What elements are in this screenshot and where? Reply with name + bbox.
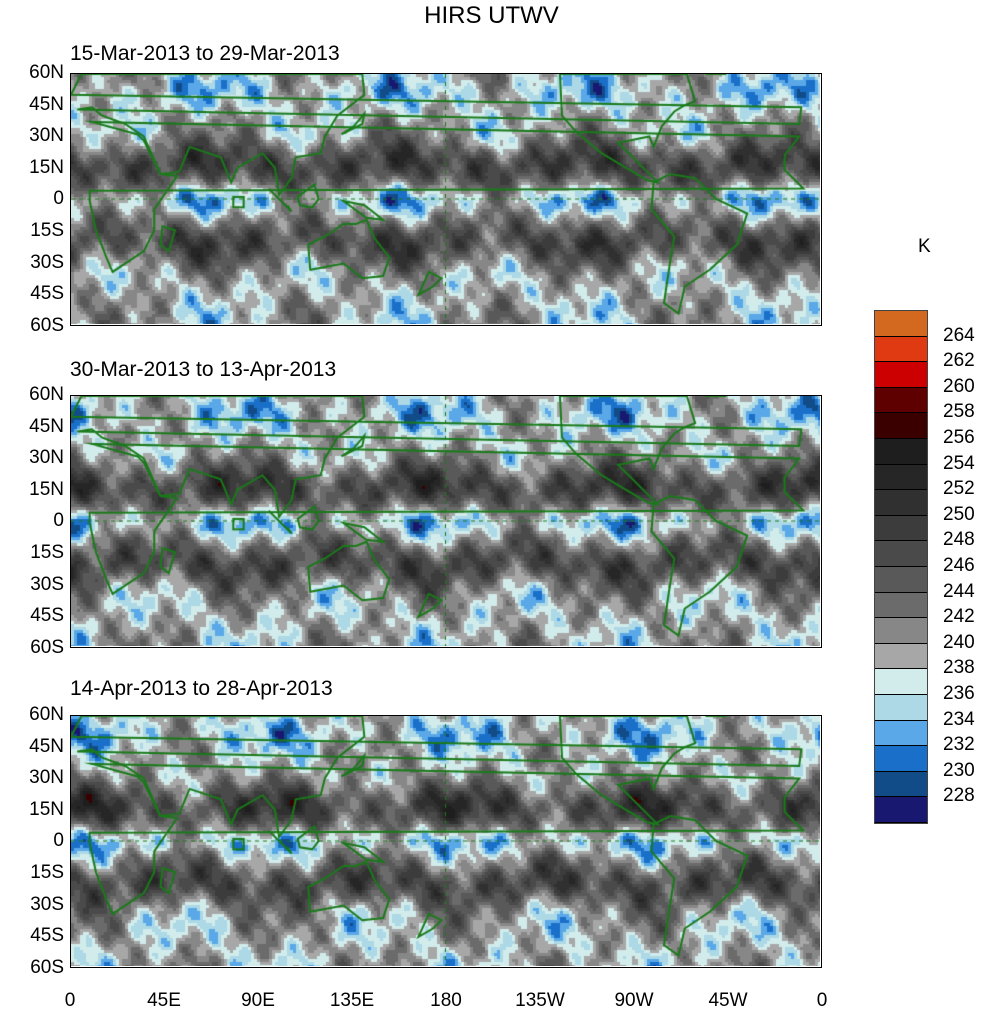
colorbar-swatch (875, 771, 927, 798)
colorbar-label: 240 (943, 631, 975, 653)
lat-tick-label: 45N (29, 735, 64, 757)
utwv-map-panel (70, 715, 822, 968)
colorbar-swatch (875, 643, 927, 670)
colorbar-swatch (875, 464, 927, 491)
panel-title: 30-Mar-2013 to 13-Apr-2013 (70, 358, 337, 381)
lat-tick-label: 45S (30, 283, 64, 305)
lon-tick-label: 135W (515, 990, 565, 1011)
lon-tick-label: 90W (614, 990, 654, 1011)
lat-tick-label: 60N (29, 62, 64, 83)
colorbar-swatch (875, 541, 927, 567)
lat-tick-label: 15N (29, 156, 64, 178)
colorbar-swatch (875, 311, 927, 337)
colorbar-label: 242 (943, 606, 975, 628)
lat-tick-label: 15S (30, 862, 64, 883)
lat-tick-label: 45N (29, 93, 64, 115)
colorbar-swatch (875, 336, 927, 363)
lon-tick-label: 135E (329, 990, 375, 1011)
lat-tick-label: 15S (30, 220, 64, 241)
colorbar-swatch (875, 438, 927, 465)
lat-tick-label: 15N (29, 478, 64, 500)
colorbar-swatch (875, 669, 927, 695)
lat-tick-label: 0 (53, 510, 64, 532)
lon-tick-label: 0 (816, 990, 828, 1011)
lat-tick-label: 15N (29, 798, 64, 820)
colorbar-unit: K (918, 236, 931, 257)
utwv-map-panel (70, 395, 822, 648)
colorbar-label: 250 (943, 503, 975, 525)
colorbar-label: 232 (943, 734, 975, 756)
colorbar-swatch (875, 694, 927, 721)
lat-tick-label: 60S (30, 636, 64, 658)
colorbar-label: 258 (943, 401, 975, 423)
lat-tick-label: 0 (53, 188, 64, 210)
colorbar-label: 254 (943, 452, 975, 474)
lat-tick-label: 45S (30, 605, 64, 627)
contour-map (71, 74, 820, 324)
colorbar-label: 248 (943, 529, 975, 551)
panel-title: 14-Apr-2013 to 28-Apr-2013 (70, 677, 333, 700)
contour-map (71, 396, 820, 646)
lat-tick-label: 0 (53, 830, 64, 852)
lat-tick-label: 60N (29, 704, 64, 725)
lat-tick-label: 30S (30, 893, 64, 915)
colorbar-label: 256 (943, 427, 975, 448)
lat-tick-label: 60N (29, 384, 64, 405)
colorbar-swatch (875, 566, 927, 593)
colorbar (874, 310, 928, 824)
colorbar-swatch (875, 746, 927, 772)
lat-tick-label: 60S (30, 314, 64, 336)
utwv-map-panel (70, 73, 822, 326)
colorbar-label: 264 (943, 324, 975, 346)
colorbar-swatch (875, 490, 927, 516)
colorbar-swatch (875, 720, 927, 747)
lat-tick-label: 30N (29, 767, 64, 789)
colorbar-swatch (875, 362, 927, 388)
colorbar-swatch (875, 797, 927, 823)
lat-tick-label: 30S (30, 573, 64, 595)
figure-title: HIRS UTWV (424, 2, 559, 29)
contour-map (71, 716, 820, 966)
colorbar-label: 228 (943, 785, 975, 807)
colorbar-label: 234 (943, 708, 975, 730)
colorbar-label: 260 (943, 375, 975, 397)
panel-title: 15-Mar-2013 to 29-Mar-2013 (70, 42, 340, 65)
colorbar-label: 246 (943, 555, 975, 576)
colorbar-label: 244 (943, 580, 975, 602)
lon-tick-label: 0 (64, 990, 76, 1011)
lat-tick-label: 30N (29, 125, 64, 147)
colorbar-swatch (875, 413, 927, 439)
lat-tick-label: 30S (30, 251, 64, 273)
lon-tick-label: 90E (241, 990, 275, 1011)
colorbar-swatch (875, 618, 927, 644)
colorbar-label: 236 (943, 683, 975, 704)
lat-tick-label: 15S (30, 542, 64, 563)
colorbar-label: 252 (943, 478, 975, 500)
lon-tick-label: 180 (430, 990, 462, 1011)
lon-tick-label: 45W (708, 990, 748, 1011)
lat-tick-label: 45S (30, 925, 64, 947)
colorbar-swatch (875, 592, 927, 619)
colorbar-label: 230 (943, 759, 975, 781)
colorbar-label: 238 (943, 657, 975, 679)
lat-tick-label: 30N (29, 447, 64, 469)
lat-tick-label: 45N (29, 415, 64, 437)
colorbar-swatch (875, 387, 927, 414)
lat-tick-label: 60S (30, 956, 64, 978)
colorbar-swatch (875, 515, 927, 542)
lon-tick-label: 45E (147, 990, 181, 1011)
colorbar-label: 262 (943, 350, 975, 372)
